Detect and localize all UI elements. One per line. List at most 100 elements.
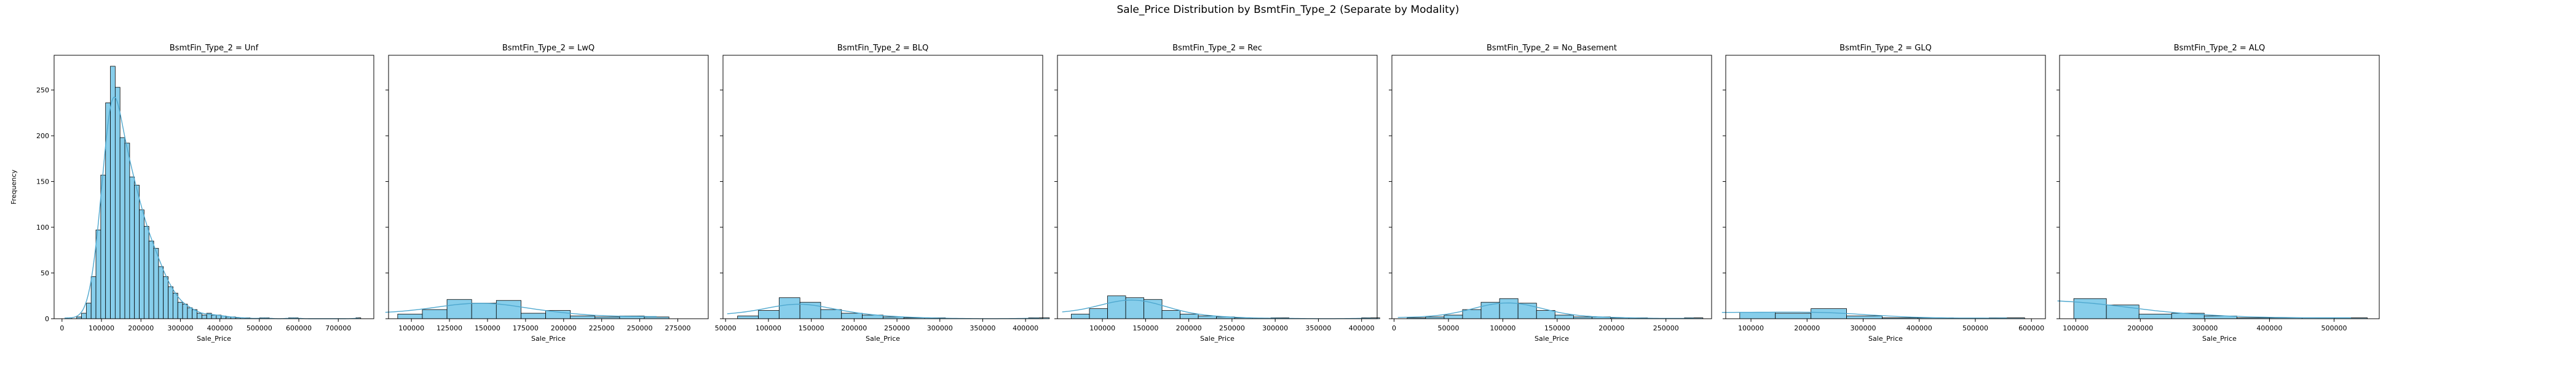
x-tick-label: 125000 xyxy=(437,324,462,332)
axes-frame xyxy=(722,55,1043,319)
x-axis-label: Sale_Price xyxy=(197,335,231,343)
histogram-bar xyxy=(1089,308,1108,319)
histogram-bar xyxy=(153,247,159,319)
x-tick-label: 100000 xyxy=(398,324,424,332)
axes-frame xyxy=(1057,55,1378,319)
histogram-bar xyxy=(496,300,521,319)
histogram-bar xyxy=(95,230,101,319)
histogram-bar xyxy=(119,137,125,319)
x-tick-label: 400000 xyxy=(2256,324,2282,332)
x-axis-label: Sale_Price xyxy=(2202,335,2237,343)
panel-title: BsmtFin_Type_2 = GLQ xyxy=(1839,44,1932,53)
x-tick-label: 50000 xyxy=(1437,324,1459,332)
y-tick-label: 0 xyxy=(45,315,49,323)
y-axis-label: Frequency xyxy=(10,169,18,204)
histogram-bar xyxy=(1071,314,1090,319)
histogram-bar xyxy=(197,313,202,319)
histogram-bar xyxy=(1739,312,1776,319)
panel-title: BsmtFin_Type_2 = ALQ xyxy=(2174,44,2266,53)
x-tick-label: 0 xyxy=(1392,324,1396,332)
histogram-bar xyxy=(148,240,154,319)
x-tick-label: 600000 xyxy=(286,324,312,332)
x-axis-label: Sale_Price xyxy=(1535,335,1569,343)
kde-line xyxy=(385,303,657,317)
histogram-bar xyxy=(1161,310,1180,319)
x-tick-label: 275000 xyxy=(665,324,690,332)
histogram-bar xyxy=(182,303,188,319)
histogram-bar xyxy=(100,174,106,319)
histogram-bar xyxy=(397,314,423,319)
histogram-bar xyxy=(570,316,596,319)
x-tick-label: 100000 xyxy=(2063,324,2088,332)
x-tick-label: 250000 xyxy=(884,324,910,332)
x-tick-label: 100000 xyxy=(1738,324,1764,332)
histogram-bar xyxy=(521,313,546,319)
histogram-bar xyxy=(446,299,472,319)
x-tick-label: 200000 xyxy=(1794,324,1820,332)
panel-title: BsmtFin_Type_2 = LwQ xyxy=(502,44,595,53)
x-tick-label: 400000 xyxy=(1013,324,1038,332)
histogram-bar xyxy=(1180,314,1199,319)
x-tick-label: 350000 xyxy=(970,324,995,332)
histogram-bar xyxy=(737,316,759,319)
x-tick-label: 200000 xyxy=(1598,324,1624,332)
histogram-bar xyxy=(1462,309,1482,319)
y-tick-label: 250 xyxy=(36,87,49,95)
histogram-bar xyxy=(139,209,144,319)
x-tick-label: 150000 xyxy=(475,324,500,332)
x-tick-label: 500000 xyxy=(247,324,272,332)
histogram-bar xyxy=(820,309,842,319)
histogram-bar xyxy=(134,185,140,319)
kde-line xyxy=(2057,300,2351,319)
x-tick-label: 100000 xyxy=(89,324,114,332)
axes-frame xyxy=(53,55,374,319)
x-tick-label: 400000 xyxy=(1906,324,1932,332)
histogram-bar xyxy=(85,303,92,319)
x-tick-label: 0 xyxy=(60,324,64,332)
histogram-bar xyxy=(163,276,168,319)
histogram-bar xyxy=(143,226,149,319)
histogram-bar xyxy=(1499,298,1519,319)
histogram-bar xyxy=(841,313,863,319)
x-tick-label: 300000 xyxy=(2192,324,2218,332)
x-tick-label: 400000 xyxy=(207,324,233,332)
panel-title: BsmtFin_Type_2 = Unf xyxy=(170,44,259,53)
x-tick-label: 500000 xyxy=(2321,324,2347,332)
histogram-bar xyxy=(90,276,97,319)
histogram-bar xyxy=(1554,314,1574,319)
histogram-bar xyxy=(1107,295,1126,319)
x-tick-label: 100000 xyxy=(1490,324,1515,332)
x-tick-label: 200000 xyxy=(841,324,867,332)
histogram-bar xyxy=(81,313,87,319)
panel-title: BsmtFin_Type_2 = BLQ xyxy=(837,44,929,53)
histogram-bar xyxy=(177,302,183,319)
x-tick-label: 350000 xyxy=(1305,324,1331,332)
x-tick-label: 150000 xyxy=(799,324,824,332)
histogram-bar xyxy=(471,303,497,319)
figure-title: Sale_Price Distribution by BsmtFin_Type_… xyxy=(1116,4,1460,16)
x-tick-label: 225000 xyxy=(589,324,615,332)
y-tick-label: 200 xyxy=(36,132,49,140)
histogram-bar xyxy=(2138,314,2172,319)
histogram-bar xyxy=(1775,313,1812,319)
histogram-bar xyxy=(2073,298,2107,319)
x-tick-label: 500000 xyxy=(1962,324,1988,332)
histogram-bar xyxy=(1198,316,1217,319)
axes-frame xyxy=(388,55,709,319)
histogram-bar xyxy=(211,314,217,319)
axes-frame xyxy=(1725,55,2046,319)
histogram-bar xyxy=(1144,299,1163,319)
axes-frame xyxy=(1391,55,1712,319)
x-tick-label: 50000 xyxy=(715,324,737,332)
axes-frame xyxy=(2059,55,2380,319)
histogram-bar xyxy=(172,292,178,319)
x-tick-label: 200000 xyxy=(551,324,577,332)
panel-title: BsmtFin_Type_2 = Rec xyxy=(1172,44,1262,53)
histogram-bar xyxy=(1517,303,1537,319)
histogram-bar xyxy=(1444,314,1463,319)
y-tick-label: 50 xyxy=(41,270,49,278)
histogram-bar xyxy=(168,286,173,319)
histogram-bar xyxy=(799,302,821,319)
